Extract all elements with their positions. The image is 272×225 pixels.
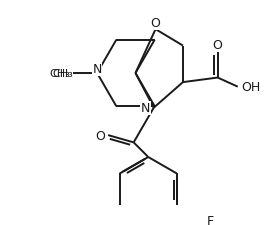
Text: O: O	[213, 39, 222, 52]
Text: CH₃: CH₃	[49, 69, 70, 79]
Text: CH₃: CH₃	[52, 69, 73, 79]
Text: N: N	[141, 102, 150, 115]
Text: OH: OH	[242, 81, 261, 94]
Text: O: O	[151, 17, 160, 30]
Text: N: N	[92, 63, 102, 76]
Text: F: F	[207, 214, 214, 225]
Text: O: O	[95, 129, 105, 142]
